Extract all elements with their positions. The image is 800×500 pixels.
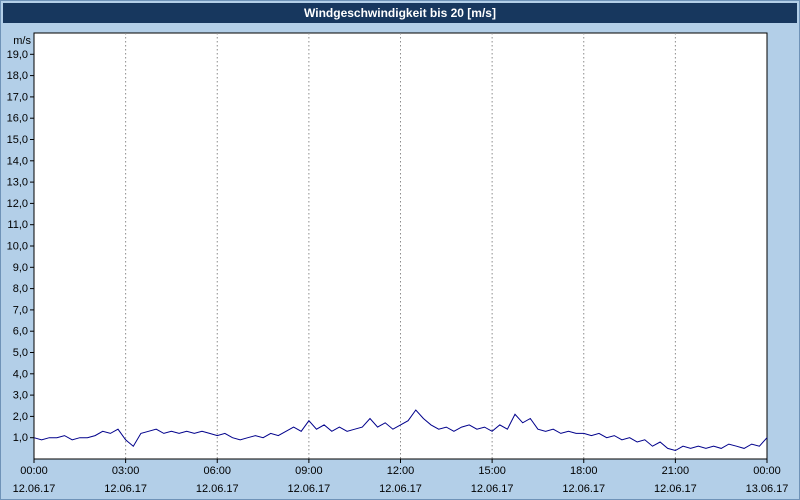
- svg-text:13,0: 13,0: [7, 177, 28, 189]
- chart-title: Windgeschwindigkeit bis 20 [m/s]: [304, 6, 496, 20]
- svg-text:12.06.17: 12.06.17: [654, 483, 697, 495]
- svg-text:10,0: 10,0: [7, 241, 28, 253]
- svg-text:12.06.17: 12.06.17: [196, 483, 239, 495]
- svg-text:06:00: 06:00: [203, 465, 231, 477]
- svg-text:12.06.17: 12.06.17: [287, 483, 330, 495]
- svg-text:5,0: 5,0: [13, 347, 28, 359]
- svg-text:16,0: 16,0: [7, 113, 28, 125]
- svg-text:14,0: 14,0: [7, 155, 28, 167]
- svg-text:11,0: 11,0: [7, 219, 28, 231]
- svg-text:18:00: 18:00: [570, 465, 598, 477]
- svg-text:12.06.17: 12.06.17: [562, 483, 605, 495]
- svg-text:12.06.17: 12.06.17: [471, 483, 514, 495]
- svg-text:13.06.17: 13.06.17: [746, 483, 789, 495]
- svg-text:00:00: 00:00: [20, 465, 48, 477]
- chart-title-bar: Windgeschwindigkeit bis 20 [m/s]: [3, 3, 797, 23]
- svg-text:15:00: 15:00: [478, 465, 506, 477]
- svg-text:21:00: 21:00: [662, 465, 690, 477]
- svg-text:00:00: 00:00: [753, 465, 781, 477]
- svg-text:4,0: 4,0: [13, 368, 28, 380]
- svg-text:18,0: 18,0: [7, 70, 28, 82]
- svg-text:12,0: 12,0: [7, 198, 28, 210]
- svg-text:2,0: 2,0: [13, 411, 28, 423]
- svg-text:1,0: 1,0: [13, 432, 28, 444]
- svg-text:12:00: 12:00: [387, 465, 415, 477]
- wind-speed-chart: 1,0 2,0 3,0 4,0 5,0 6,0 7,0 8,0 9,0 10,0 11,0 12,0 1…: [7, 32, 789, 495]
- svg-text:12.06.17: 12.06.17: [13, 483, 56, 495]
- svg-text:9,0: 9,0: [13, 262, 28, 274]
- svg-text:7,0: 7,0: [13, 304, 28, 316]
- svg-text:3,0: 3,0: [13, 390, 28, 402]
- svg-text:09:00: 09:00: [295, 465, 323, 477]
- svg-text:12.06.17: 12.06.17: [379, 483, 422, 495]
- svg-text:15,0: 15,0: [7, 134, 28, 146]
- svg-text:03:00: 03:00: [112, 465, 140, 477]
- svg-text:m/s: m/s: [13, 35, 31, 47]
- svg-text:19,0: 19,0: [7, 49, 28, 61]
- svg-text:6,0: 6,0: [13, 326, 28, 338]
- svg-text:17,0: 17,0: [7, 91, 28, 103]
- svg-text:8,0: 8,0: [13, 283, 28, 295]
- svg-text:12.06.17: 12.06.17: [104, 483, 147, 495]
